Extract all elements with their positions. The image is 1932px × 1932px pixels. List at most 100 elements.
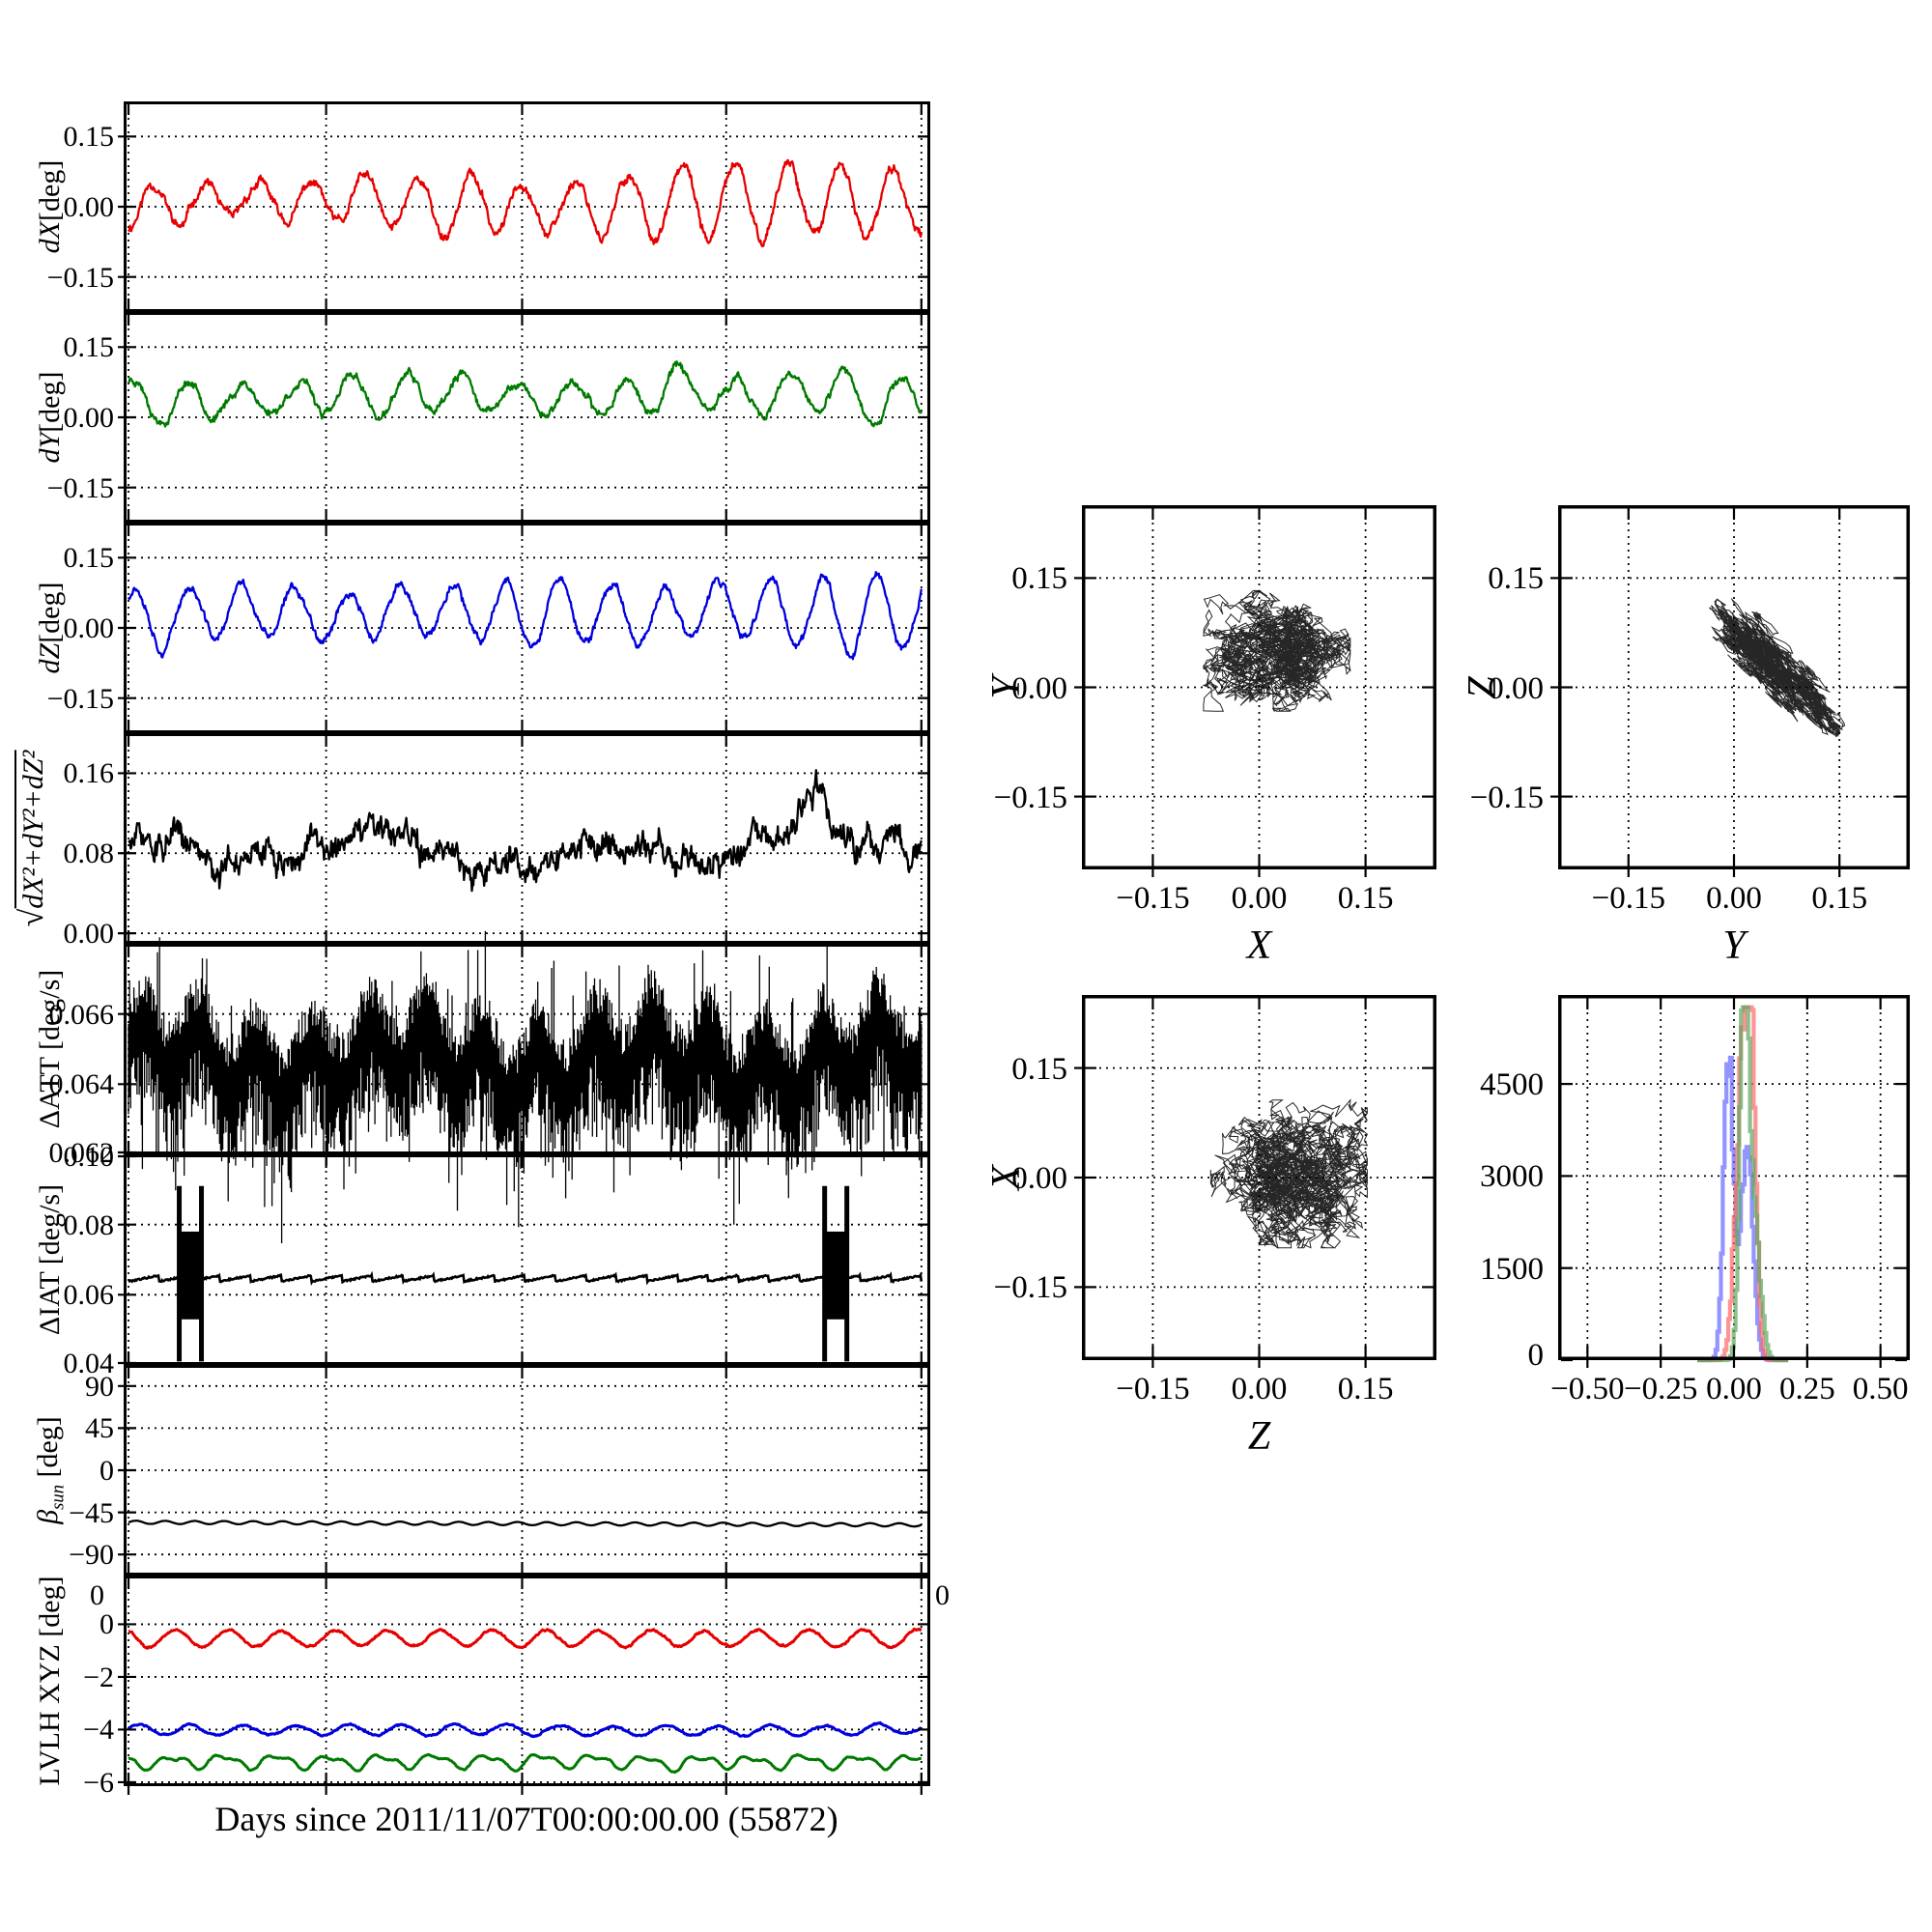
y-tick-label: −2 (83, 1661, 114, 1693)
scatter-y-tick-label: 0.15 (1011, 1051, 1067, 1087)
scatter-x-tick-label: 0.15 (1337, 1372, 1394, 1406)
scatter-x-tick-label: −0.15 (1591, 881, 1665, 916)
panel-frame (124, 733, 930, 944)
y-tick-label: −45 (69, 1496, 114, 1529)
y-tick-label: 90 (85, 1370, 114, 1403)
scatter-y-axis-label: Z (1461, 675, 1505, 699)
y-axis-label-dZ: dZ[deg] (34, 582, 67, 674)
series-dX (128, 158, 923, 248)
scatter-y-tick-label: 0.15 (1488, 561, 1544, 597)
panel-frame (124, 1154, 930, 1365)
timeseries-plot (118, 101, 930, 1795)
y-tick-label: 45 (85, 1412, 114, 1445)
y-tick-label: 0 (99, 1608, 114, 1641)
scatter-y-axis-label: Y (984, 675, 1029, 699)
y-axis-label-dR: √dX²+dY²+dZ² (14, 750, 51, 926)
scatter-x-vs-y (1074, 505, 1436, 877)
series-dR (128, 769, 923, 893)
panel-LVLH (118, 1576, 930, 1786)
y-axis-label-part: dZ (34, 642, 66, 674)
y-tick-label: −90 (69, 1539, 114, 1572)
y-axis-label-dY: dY[deg] (34, 372, 67, 464)
scatter-z-vs-x (1074, 995, 1436, 1368)
trajectory-cloud (1209, 1098, 1369, 1249)
y-axis-label-part: [deg] (34, 159, 66, 221)
y-tick-label: 0.10 (63, 1141, 115, 1173)
scatter-x-tick-label: −0.15 (1116, 881, 1190, 916)
y-tick-label: −6 (83, 1766, 114, 1799)
y-axis-label-part: dX (34, 220, 66, 254)
scatter-plot (1550, 505, 1910, 877)
y-tick-label: 0.15 (63, 331, 115, 364)
panel-beta_sun (118, 1365, 930, 1576)
y-tick-label: −0.15 (46, 261, 114, 294)
series-LVLH (128, 1752, 923, 1775)
burst-fill (179, 1231, 202, 1320)
y-tick-label: 0.062 (48, 1137, 115, 1169)
trajectory-cloud (1709, 598, 1846, 738)
scatter-y-tick-label: −0.15 (1469, 780, 1544, 815)
panel-dATT (118, 930, 930, 1243)
y-axis-label-part: [deg] (34, 371, 66, 433)
y-tick-label: −4 (83, 1714, 114, 1747)
y-tick-label: 0.16 (63, 757, 115, 790)
hist-y-tick-label: 3000 (1480, 1159, 1544, 1195)
y-tick-label: 0.00 (63, 918, 115, 951)
y-tick-label: 0.04 (63, 1348, 115, 1379)
panel-frame (124, 1576, 930, 1786)
panel-dX (118, 101, 930, 312)
hist-x-tick-label: −0.25 (1623, 1372, 1698, 1406)
y-axis-label-dATT: ΔATT [deg/s] (34, 969, 66, 1129)
y-tick-label: 0.15 (63, 121, 115, 154)
scatter-x-tick-label: −0.15 (1116, 1372, 1190, 1406)
y-axis-label-beta_sun: βsun [deg] (32, 1416, 70, 1524)
y-axis-label-part: β (31, 1509, 64, 1524)
series-LVLH (128, 1720, 923, 1739)
series-dY (127, 360, 923, 428)
hist-x-tick-label: −0.50 (1550, 1372, 1625, 1406)
panel-dR (118, 733, 930, 944)
stray-zero-right: 0 (935, 1579, 950, 1611)
series-dATT (128, 930, 923, 1243)
series-dZ (127, 571, 923, 661)
y-tick-label: 0.00 (63, 191, 115, 223)
y-tick-label: 0.00 (63, 612, 115, 644)
scatter-plot (1074, 995, 1436, 1368)
hist-y-tick-label: 0 (1527, 1338, 1545, 1373)
scatter-y-tick-label: 0.00 (1488, 670, 1544, 706)
y-tick-label: −0.15 (46, 682, 114, 715)
y-axis-label-dIAT: ΔIAT [deg/s] (34, 1183, 66, 1336)
x-axis-label: Days since 2011/11/07T00:00:00.00 (55872… (214, 1800, 838, 1838)
y-axis-label-part: [deg] (31, 1416, 64, 1485)
series-beta_sun (128, 1520, 923, 1528)
y-tick-label: 0.066 (48, 998, 115, 1031)
y-tick-label: 0.15 (63, 542, 115, 575)
y-tick-label: −0.15 (46, 471, 114, 504)
y-axis-label-part: dY (34, 432, 66, 464)
y-tick-label: 0 (99, 1455, 114, 1487)
histogram-plot (1558, 995, 1910, 1368)
y-tick-label: 0.00 (63, 402, 115, 434)
scatter-x-axis-label: Z (1247, 1414, 1271, 1459)
scatter-y-tick-label: −0.15 (993, 1270, 1067, 1306)
scatter-x-tick-label: 0.15 (1337, 881, 1394, 916)
y-axis-label-part: [deg] (34, 582, 66, 643)
panel-dZ (118, 523, 930, 733)
scatter-x-tick-label: 0.00 (1231, 881, 1288, 916)
scatter-plot (1074, 505, 1436, 877)
hist-x-tick-label: 0.50 (1852, 1372, 1909, 1406)
series-dIAT (128, 1270, 923, 1286)
y-tick-label: 0.06 (63, 1279, 115, 1312)
scatter-y-vs-z (1550, 505, 1910, 877)
panel-dIAT (118, 1154, 930, 1365)
scatter-x-tick-label: 0.15 (1811, 881, 1868, 916)
scatter-y-tick-label: −0.15 (993, 780, 1067, 815)
hist-y-tick-label: 4500 (1480, 1067, 1544, 1103)
burst-fill (824, 1231, 847, 1320)
scatter-y-tick-label: 0.00 (1011, 670, 1067, 706)
y-axis-label-part: dX²+dY²+dZ² (14, 750, 49, 909)
y-tick-label: 0.08 (63, 838, 115, 870)
scatter-y-axis-label: X (984, 1165, 1029, 1190)
trajectory-cloud (1202, 589, 1351, 712)
